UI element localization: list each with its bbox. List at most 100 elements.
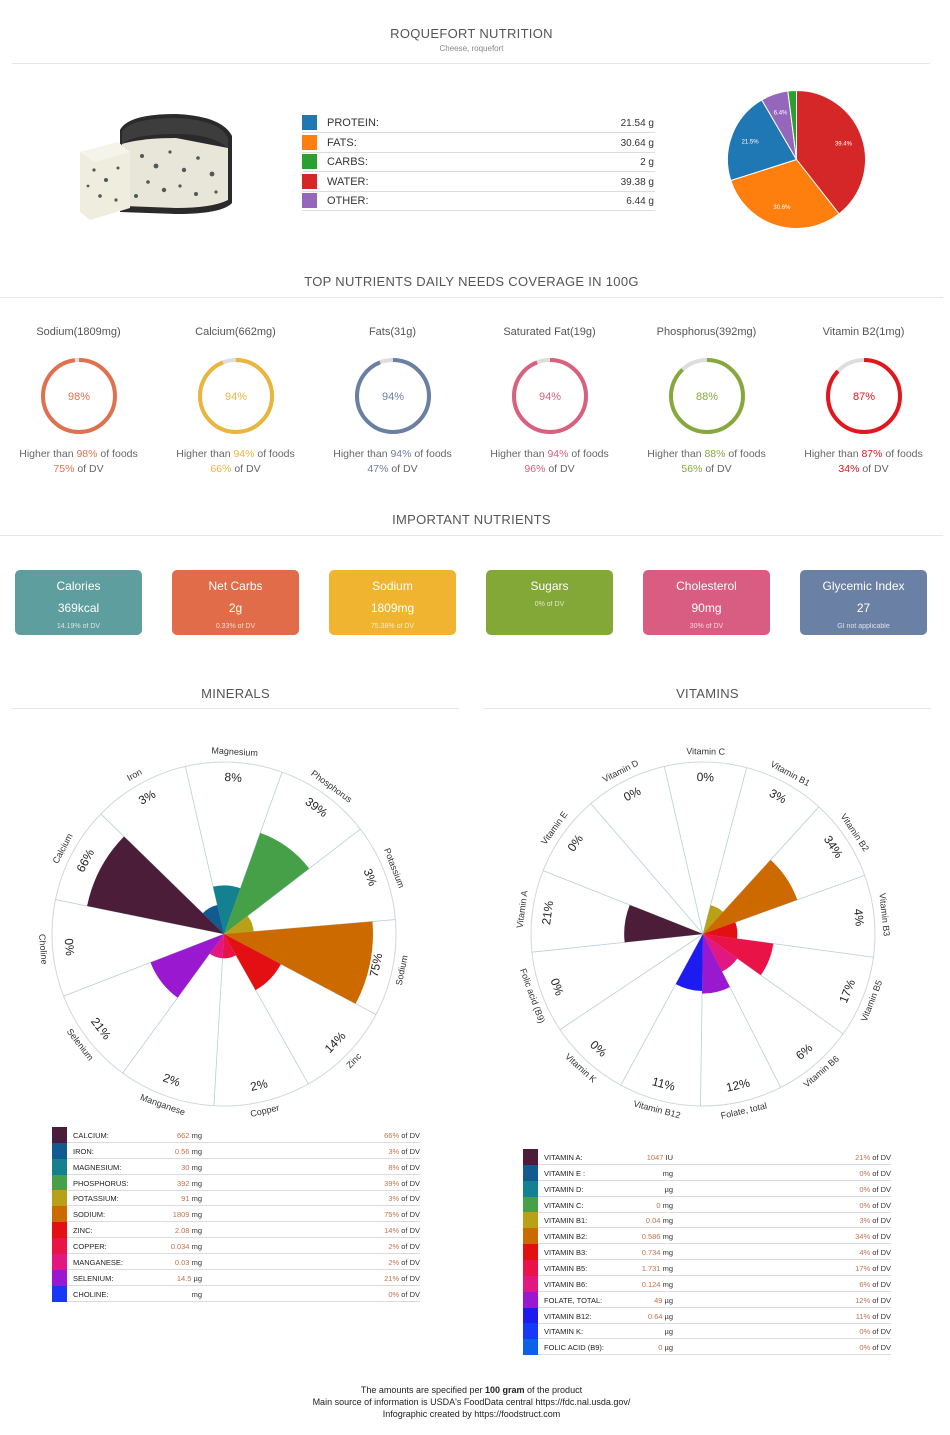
macro-row: PROTEIN: 21.54 g <box>302 114 655 133</box>
pie-slice-water <box>796 89 866 215</box>
nutrient-swatch <box>523 1180 538 1197</box>
coverage-name: Fats(31g) <box>368 326 417 338</box>
polar-wedge-copper <box>222 934 236 959</box>
nutrient-value: 0.734 <box>641 1248 661 1258</box>
polar-spoke <box>663 766 704 935</box>
nutrient-dv: 21% of DV <box>384 1273 420 1283</box>
polar-value-label: 0% <box>697 770 715 784</box>
nutrient-dv-pct: 66% <box>384 1131 400 1140</box>
macro-value: 39.38 g <box>620 176 654 188</box>
nutrient-amount: 91 mg <box>181 1194 202 1203</box>
nutrient-row: CALCIUM: 662 mg 66% of DV <box>52 1127 420 1143</box>
nutrient-name: VITAMIN B2: <box>544 1232 588 1242</box>
nutrient-unit: mg <box>660 1248 673 1258</box>
legend-swatch <box>302 173 317 189</box>
nutrient-amount: 662 mg <box>177 1131 202 1140</box>
footer-text: of the product <box>524 1385 583 1395</box>
coverage-item: Vitamin B2(1mg) 87% Higher than 87% of foo… <box>785 326 942 475</box>
nutrient-name: VITAMIN B3: <box>544 1248 588 1258</box>
polar-wedge-potassium <box>224 915 254 934</box>
polar-spoke <box>590 803 704 935</box>
nutrient-swatch <box>52 1206 67 1223</box>
nutrient-dv: 21% of DV <box>855 1153 891 1162</box>
nutrient-dv: 0% of DV <box>388 1289 420 1299</box>
coverage-higher-pct: 94% <box>390 448 412 460</box>
nutrient-value: 91 <box>181 1194 190 1204</box>
coverage-item: Saturated Fat(19g) 94% Higher than 94% of … <box>471 326 628 475</box>
nutrient-unit: mg <box>660 1216 673 1226</box>
nutrient-name: VITAMIN K: <box>544 1327 584 1337</box>
pie-slice-carbs <box>787 89 797 160</box>
coverage-percent: 98% <box>67 391 89 403</box>
coverage-ring: 94% <box>197 358 274 434</box>
nutrient-swatch <box>523 1244 538 1261</box>
nutrient-unit: µg <box>191 1273 203 1283</box>
nutrient-dv: 3% of DV <box>388 1146 420 1156</box>
nutrient-row: VITAMIN E : mg 0% of DV <box>523 1164 891 1181</box>
nutrient-dv-pct: 0% <box>859 1327 871 1337</box>
polar-value-label: 11% <box>651 1074 677 1093</box>
nutrient-swatch <box>52 1237 67 1254</box>
nutrient-row: VITAMIN B3: 0.734 mg 4% of DV <box>523 1244 891 1261</box>
polar-category-label: Magnesium <box>211 745 258 758</box>
nutrient-unit: mg <box>189 1178 202 1188</box>
nutrient-dv-pct: 39% <box>384 1178 400 1188</box>
legend-swatch <box>302 193 317 208</box>
nutrient-value: 0.034 <box>170 1241 190 1251</box>
nutrient-name: SELENIUM: <box>73 1273 114 1283</box>
polar-value-label: 8% <box>224 770 242 785</box>
polar-wedge-vitamin-b3 <box>703 922 738 939</box>
coverage-higher-pct: 88% <box>704 448 726 460</box>
nutrient-dv-pct: 17% <box>855 1263 871 1273</box>
nutrient-amount: 14.5 µg <box>177 1274 202 1283</box>
nutrient-unit: µg <box>664 1327 674 1337</box>
card-sub: 30% of DV <box>689 623 724 630</box>
polar-spoke <box>702 933 844 1035</box>
nutrient-name: VITAMIN C: <box>544 1200 584 1210</box>
coverage-dv-text: 96% of DV <box>524 463 575 475</box>
macro-row: FATS: 30.64 g <box>302 134 655 153</box>
nutrient-dv: 66% of DV <box>384 1131 420 1140</box>
polar-value-label: 4% <box>851 908 867 927</box>
macro-row: WATER: 39.38 g <box>302 173 655 192</box>
legend-swatch <box>302 134 317 150</box>
nutrient-amount: 1.731 mg <box>642 1264 673 1273</box>
page-subtitle: Cheese, roquefort <box>439 44 504 53</box>
nutrient-row: ZINC: 2.08 mg 14% of DV <box>52 1222 420 1239</box>
nutrient-name: VITAMIN E : <box>544 1168 586 1178</box>
coverage-dv-pct: 96% <box>524 463 546 475</box>
nutrient-row: POTASSIUM: 91 mg 3% of DV <box>52 1190 420 1207</box>
polar-wedge-vitamin-b6 <box>703 934 738 972</box>
nutrient-name: VITAMIN B1: <box>544 1216 588 1226</box>
polar-value-label: 0% <box>548 976 567 997</box>
nutrient-dv-pct: 12% <box>855 1295 871 1305</box>
nutrient-unit: mg <box>660 1200 673 1210</box>
nutrient-value: 1809 <box>172 1210 190 1220</box>
nutrient-dv-pct: 14% <box>384 1226 400 1236</box>
coverage-ring: 94% <box>511 358 588 434</box>
coverage-higher-text: Higher than 94% of foods <box>333 448 452 460</box>
nutrient-dv: 3% of DV <box>859 1216 891 1226</box>
nutrient-amount: mg <box>192 1290 202 1299</box>
nutrient-row: FOLIC ACID (B9): 0 µg 0% of DV <box>523 1339 891 1356</box>
nutrient-value: 0.64 <box>647 1311 663 1321</box>
nutrient-amount: 1047 IU <box>647 1153 673 1162</box>
macro-value: 21.54 g <box>620 118 654 129</box>
nutrient-swatch <box>52 1174 67 1191</box>
polar-wedge-vitamin-b5 <box>703 934 774 976</box>
coverage-name: Calcium(662mg) <box>195 326 276 338</box>
polar-value-label: 3% <box>361 867 380 889</box>
card-sub: GI not applicable <box>837 623 890 630</box>
nutrient-row: CHOLINE: mg 0% of DV <box>52 1285 420 1302</box>
nutrient-value: 0.586 <box>641 1232 661 1242</box>
nutrient-row: VITAMIN A: 1047 IU 21% of DV <box>523 1149 891 1165</box>
polar-wedge-manganese <box>209 934 224 959</box>
nutrient-amount: 0.04 mg <box>646 1216 673 1225</box>
coverage-ring: 87% <box>825 358 902 434</box>
polar-wedge-sodium <box>224 921 373 1004</box>
nutrient-row: VITAMIN B5: 1.731 mg 17% of DV <box>523 1259 891 1276</box>
card-sub: 0.33% of DV <box>215 623 256 630</box>
nutrient-amount: µg <box>665 1327 674 1336</box>
polar-category-label: Copper <box>249 1103 280 1119</box>
